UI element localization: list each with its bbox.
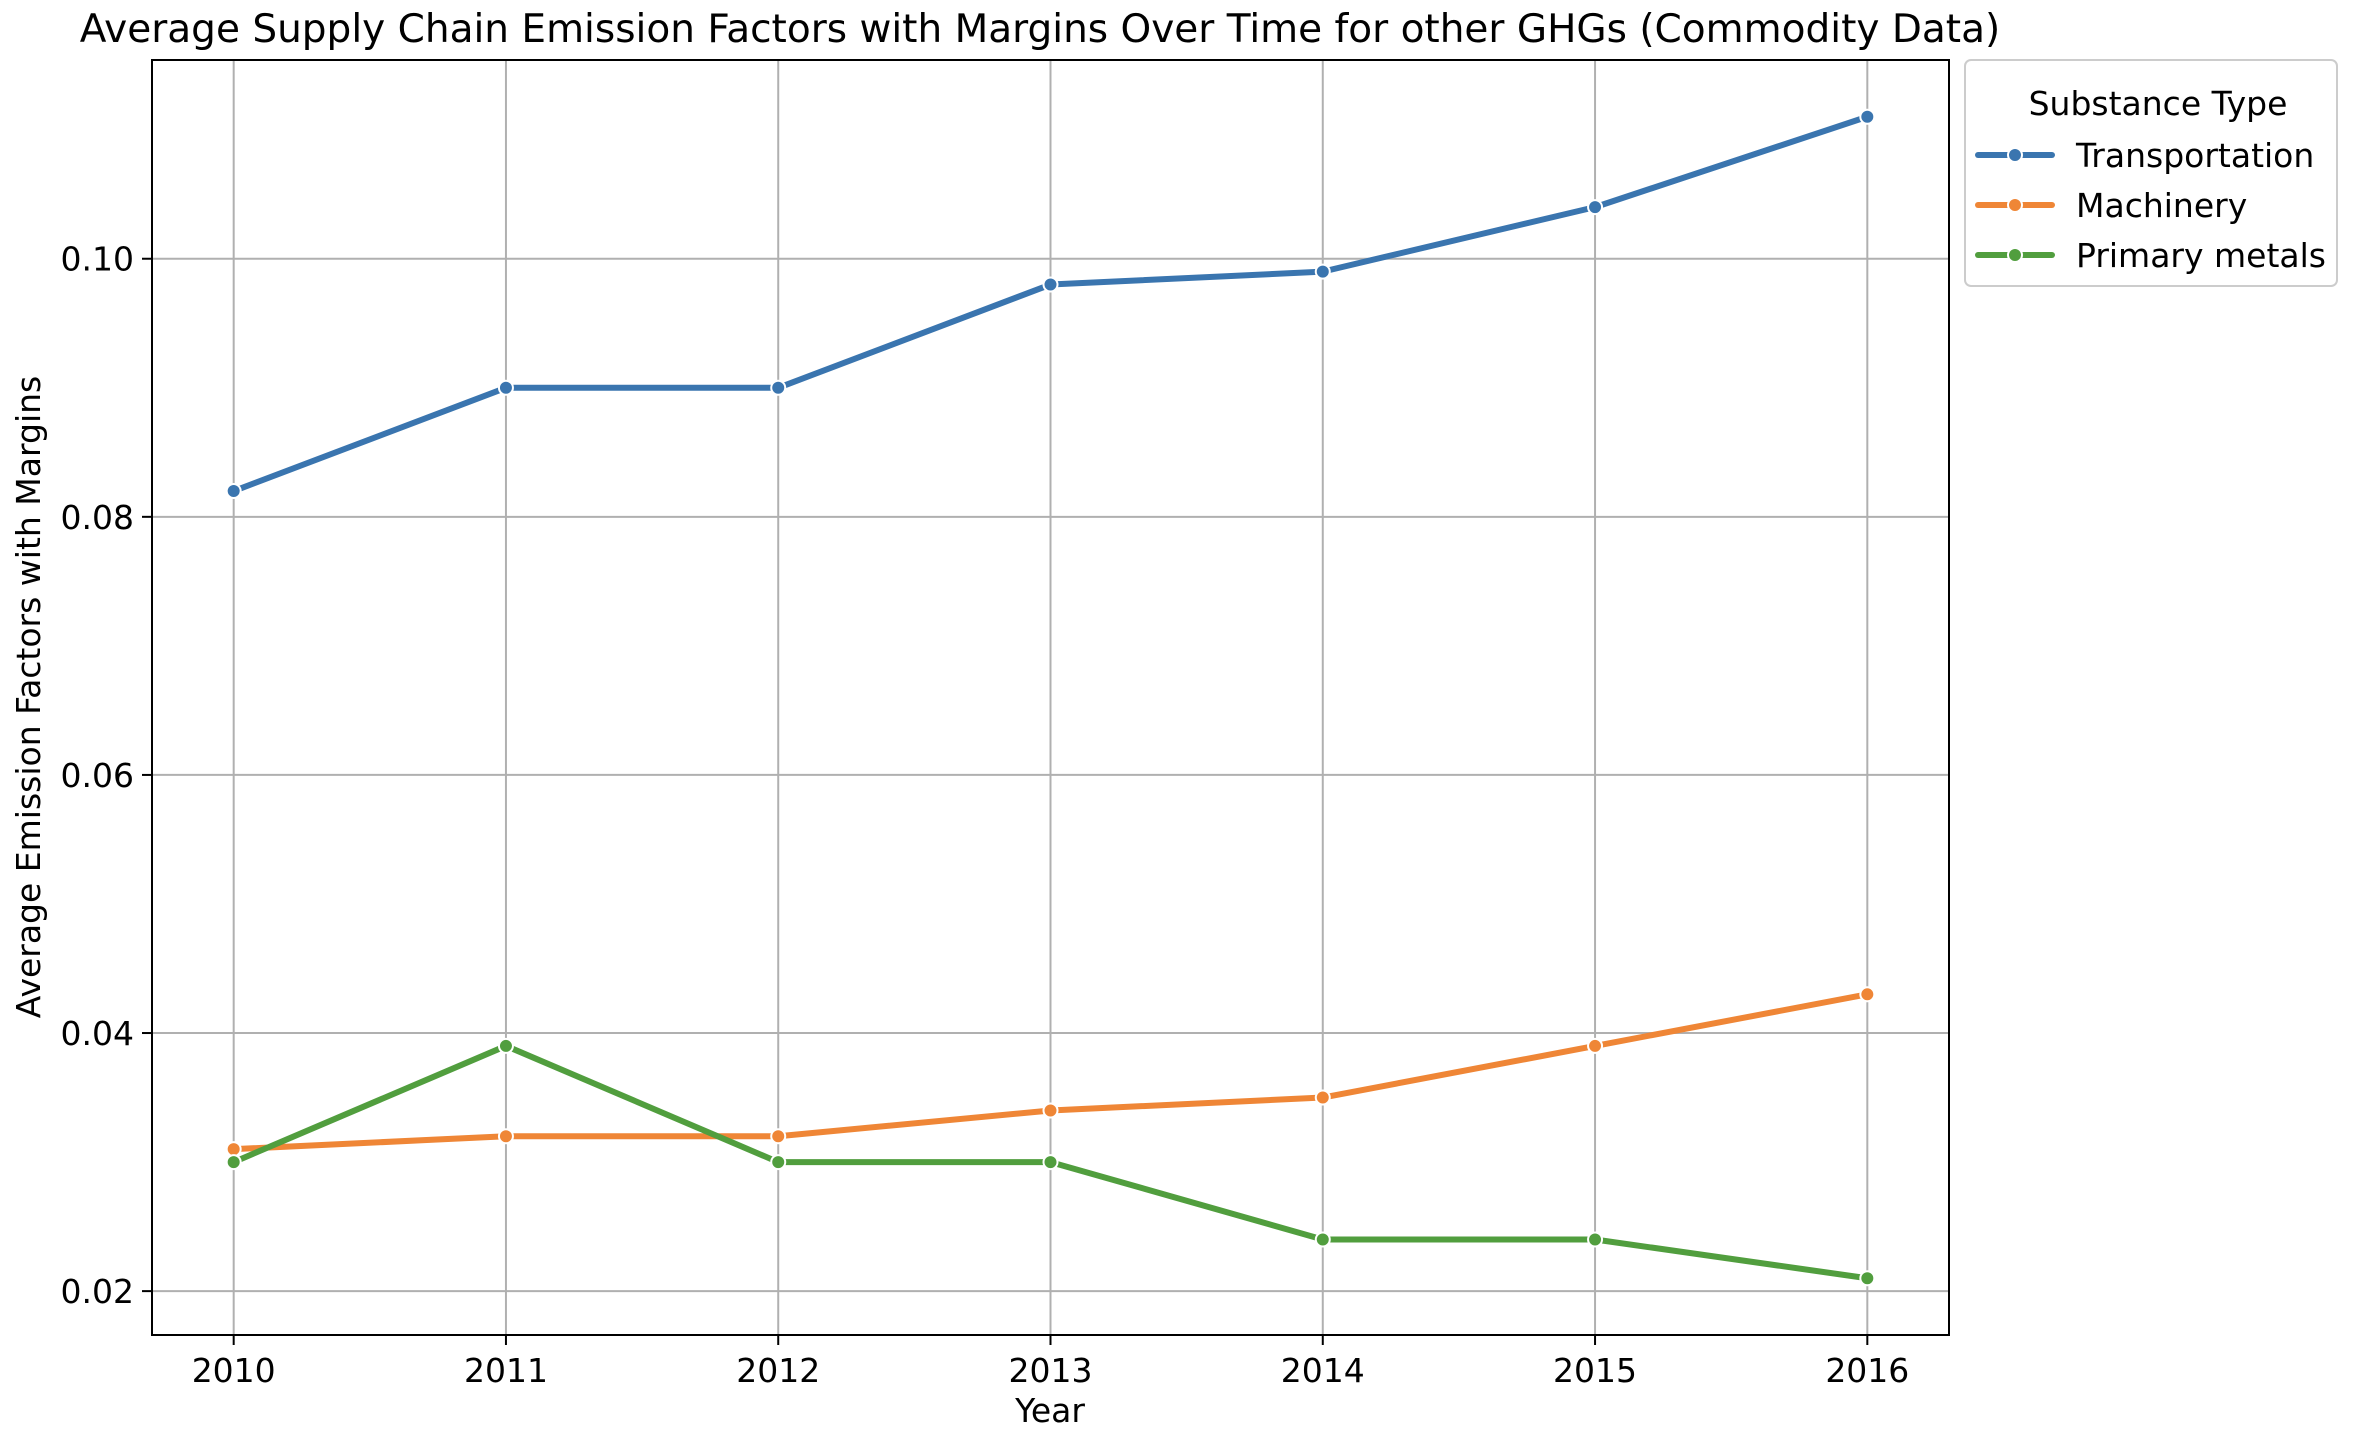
legend-item: Transportation [1975, 136, 2314, 175]
data-point [770, 1128, 787, 1145]
x-tick-label: 2014 [1281, 1351, 1365, 1390]
chart-title: Average Supply Chain Emission Factors wi… [80, 7, 2000, 52]
legend: Substance Type Transportation Machinery Pr… [1964, 59, 2338, 287]
x-tick-label: 2016 [1825, 1351, 1909, 1390]
legend-label: Transportation [2075, 136, 2314, 175]
data-point [225, 483, 242, 500]
data-point [1314, 1231, 1331, 1248]
series-transportation [225, 108, 1876, 500]
data-point [1859, 108, 1876, 125]
legend-label: Primary metals [2076, 236, 2326, 275]
grid [152, 60, 1949, 1335]
data-point [497, 379, 514, 396]
y-axis-label: Average Emission Factors with Margins [9, 376, 48, 1018]
y-tick-label: 0.02 [61, 1272, 134, 1311]
data-point [225, 1154, 242, 1171]
data-point [1859, 986, 1876, 1003]
x-tick-label: 2012 [736, 1351, 820, 1390]
x-tick-label: 2010 [192, 1351, 276, 1390]
data-point [770, 379, 787, 396]
legend-item: Primary metals [1975, 236, 2326, 275]
data-point [1587, 1231, 1604, 1248]
y-tick-label: 0.04 [61, 1014, 134, 1053]
data-point [1587, 199, 1604, 216]
x-tick-label: 2013 [1009, 1351, 1093, 1390]
y-axis-ticks: 0.02 0.04 0.06 0.08 0.10 [61, 240, 152, 1311]
legend-frame [1964, 59, 2338, 287]
legend-title: Substance Type [2029, 84, 2288, 123]
x-tick-label: 2011 [464, 1351, 548, 1390]
legend-swatch-marker [2007, 147, 2023, 163]
y-tick-label: 0.06 [61, 756, 134, 795]
data-point [1587, 1037, 1604, 1054]
data-point [497, 1037, 514, 1054]
data-point [225, 1141, 242, 1158]
data-point [770, 1154, 787, 1171]
x-axis-label: Year [1014, 1391, 1085, 1430]
y-tick-label: 0.10 [61, 240, 134, 279]
data-point [1859, 1270, 1876, 1287]
legend-swatch-marker [2007, 247, 2023, 263]
legend-item: Machinery [1975, 186, 2247, 225]
legend-swatch-marker [2007, 197, 2023, 213]
data-point [497, 1128, 514, 1145]
y-tick-label: 0.08 [61, 498, 134, 537]
x-tick-label: 2015 [1553, 1351, 1637, 1390]
data-point [1042, 276, 1059, 293]
series-primary-metals [225, 1037, 1876, 1287]
data-point [1042, 1154, 1059, 1171]
series-layer [225, 108, 1876, 1287]
data-point [1314, 1089, 1331, 1106]
data-point [1042, 1102, 1059, 1119]
legend-label: Machinery [2076, 186, 2247, 225]
x-axis-ticks: 2010 2011 2012 2013 2014 2015 2016 [192, 1335, 1909, 1390]
data-point [1314, 263, 1331, 280]
